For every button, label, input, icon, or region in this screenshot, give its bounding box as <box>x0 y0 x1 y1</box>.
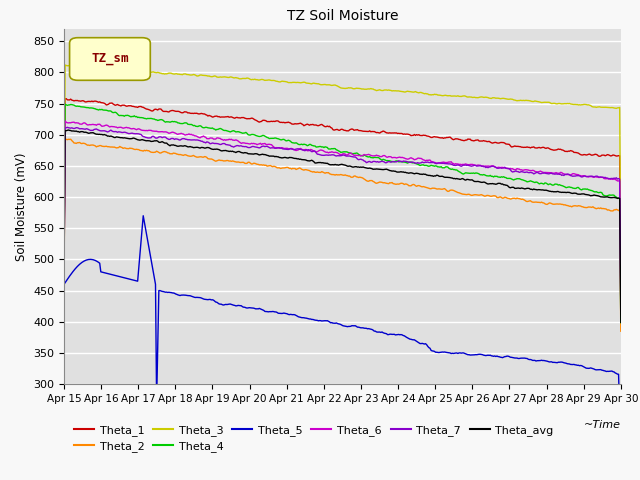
Text: TZ_sm: TZ_sm <box>92 52 129 65</box>
Text: ~Time: ~Time <box>584 420 621 430</box>
FancyBboxPatch shape <box>70 37 150 80</box>
Y-axis label: Soil Moisture (mV): Soil Moisture (mV) <box>15 152 28 261</box>
Title: TZ Soil Moisture: TZ Soil Moisture <box>287 10 398 24</box>
Legend: Theta_1, Theta_2, Theta_3, Theta_4, Theta_5, Theta_6, Theta_7, Theta_avg: Theta_1, Theta_2, Theta_3, Theta_4, Thet… <box>70 420 558 456</box>
